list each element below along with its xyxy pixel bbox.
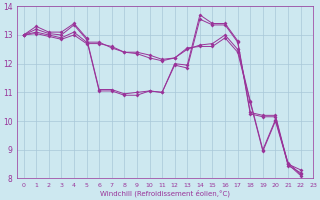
X-axis label: Windchill (Refroidissement éolien,°C): Windchill (Refroidissement éolien,°C) xyxy=(100,190,230,197)
